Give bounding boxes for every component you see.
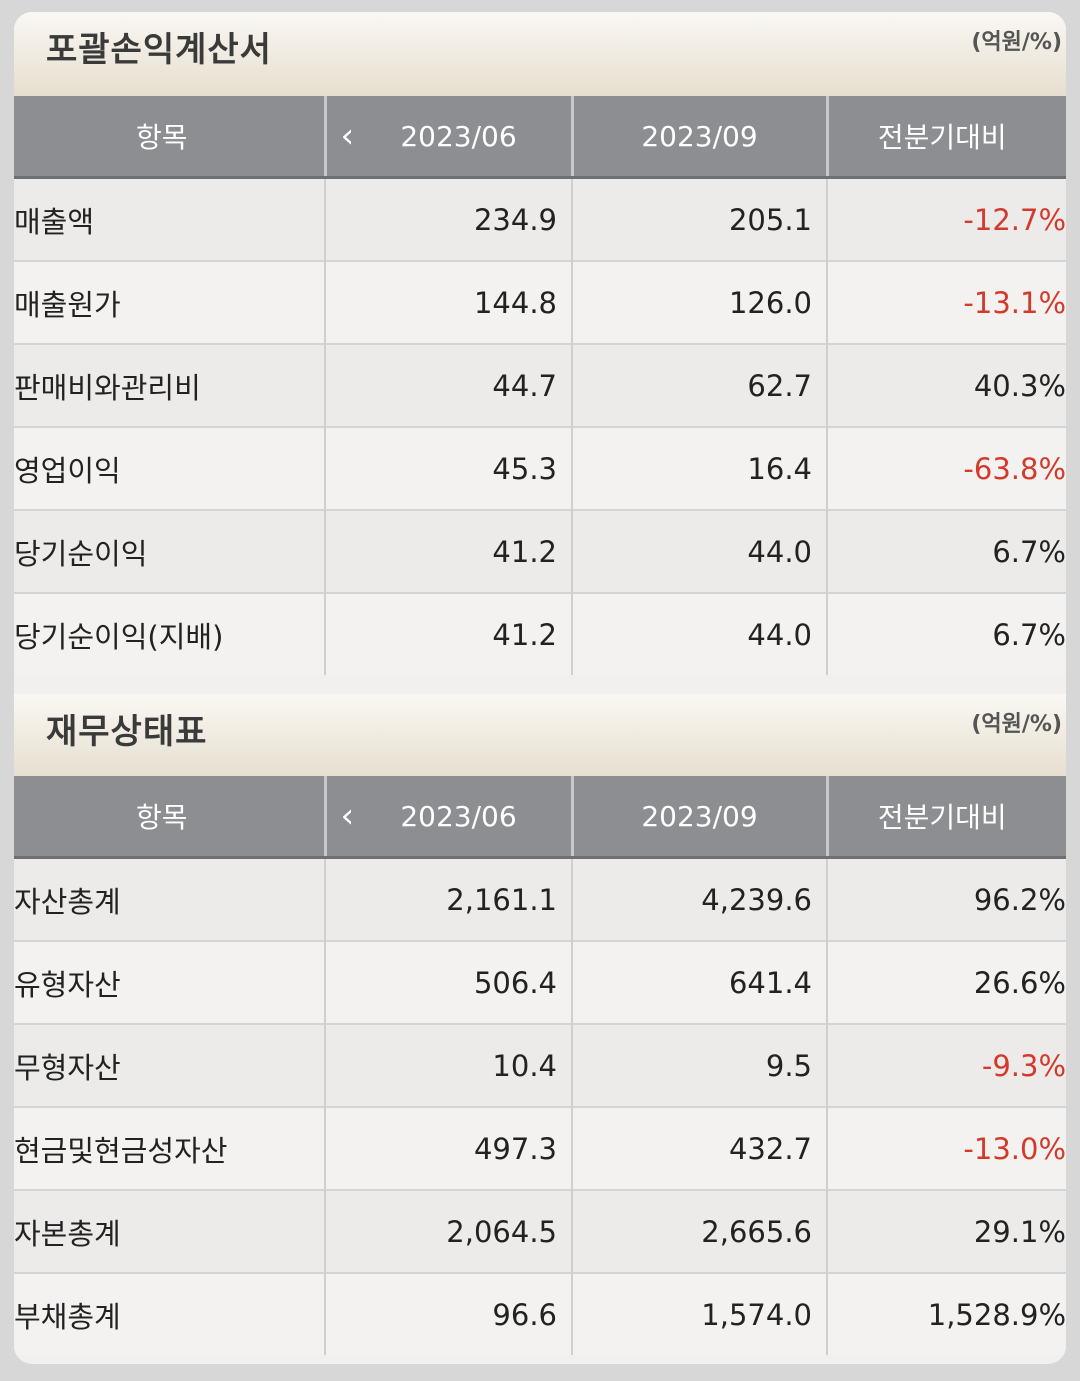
table-row: 매출원가 144.8 126.0 -13.1% — [14, 260, 1066, 344]
chevron-left-icon[interactable]: ‹ — [340, 116, 355, 156]
balance-sheet-title: 재무상태표 — [46, 712, 208, 752]
change-value: 26.6% — [826, 940, 1066, 1024]
current-period-value: 44.0 — [571, 509, 827, 593]
balance-unit-label: (억원/%) — [971, 712, 1062, 737]
prev-period-value: 41.2 — [324, 592, 572, 675]
change-value: -13.1% — [826, 260, 1066, 344]
change-value: -13.0% — [826, 1106, 1066, 1190]
change-value: -12.7% — [826, 176, 1066, 261]
table-row: 무형자산 10.4 9.5 -9.3% — [14, 1023, 1066, 1107]
income-unit-label: (억원/%) — [971, 30, 1062, 55]
table-row: 부채총계 96.6 1,574.0 1,528.9% — [14, 1272, 1066, 1355]
chevron-right-icon[interactable]: › — [1064, 119, 1066, 153]
prev-period-value: 234.9 — [324, 176, 572, 261]
income-table-header-row: 항목 ‹ 2023/06 2023/09 전분기대비 › — [14, 96, 1066, 179]
income-statement-title: 포괄손익계산서 — [46, 30, 272, 70]
row-label: 당기순이익(지배) — [14, 592, 325, 675]
balance-sheet-table: 항목 ‹ 2023/06 2023/09 전분기대비 › 자산총계2,161.1… — [14, 776, 1066, 1355]
row-label: 영업이익 — [14, 426, 325, 510]
prev-period-value: 497.3 — [324, 1106, 572, 1190]
chevron-right-icon[interactable]: › — [1064, 799, 1066, 833]
current-period-value: 2,665.6 — [571, 1189, 827, 1273]
change-value: 40.3% — [826, 343, 1066, 427]
income-statement-header: 포괄손익계산서 (억원/%) — [14, 12, 1066, 96]
change-value: 6.7% — [826, 509, 1066, 593]
table-row: 당기순이익(지배) 41.2 44.0 6.7% — [14, 592, 1066, 675]
change-value: -63.8% — [826, 426, 1066, 510]
prev-period-value: 41.2 — [324, 509, 572, 593]
column-header-item: 항목 — [14, 96, 325, 179]
balance-table-header-row: 항목 ‹ 2023/06 2023/09 전분기대비 › — [14, 776, 1066, 859]
current-period-value: 205.1 — [571, 176, 827, 261]
row-label: 부채총계 — [14, 1272, 325, 1355]
column-header-change: 전분기대비 › — [825, 776, 1066, 859]
change-value: -9.3% — [826, 1023, 1066, 1107]
prev-period-value: 2,064.5 — [324, 1189, 572, 1273]
column-header-prev-period: ‹ 2023/06 — [323, 96, 572, 179]
table-row: 현금및현금성자산 497.3 432.7 -13.0% — [14, 1106, 1066, 1190]
income-statement-table: 항목 ‹ 2023/06 2023/09 전분기대비 › 매출액234.9205… — [14, 96, 1066, 675]
row-label: 자산총계 — [14, 856, 325, 941]
current-period-value: 641.4 — [571, 940, 827, 1024]
change-value: 1,528.9% — [826, 1272, 1066, 1355]
table-row: 당기순이익 41.2 44.0 6.7% — [14, 509, 1066, 593]
row-label: 판매비와관리비 — [14, 343, 325, 427]
prev-period-value: 144.8 — [324, 260, 572, 344]
prev-period-value: 96.6 — [324, 1272, 572, 1355]
current-period-value: 4,239.6 — [571, 856, 827, 941]
row-label: 무형자산 — [14, 1023, 325, 1107]
table-row: 자본총계 2,064.5 2,665.6 29.1% — [14, 1189, 1066, 1273]
prev-period-value: 2,161.1 — [324, 856, 572, 941]
prev-period-value: 45.3 — [324, 426, 572, 510]
change-value: 96.2% — [826, 856, 1066, 941]
row-label: 자본총계 — [14, 1189, 325, 1273]
column-header-change: 전분기대비 › — [825, 96, 1066, 179]
balance-sheet-header: 재무상태표 (억원/%) — [14, 694, 1066, 778]
current-period-value: 44.0 — [571, 592, 827, 675]
current-period-value: 432.7 — [571, 1106, 827, 1190]
table-row: 유형자산 506.4 641.4 26.6% — [14, 940, 1066, 1024]
current-period-value: 62.7 — [571, 343, 827, 427]
current-period-value: 16.4 — [571, 426, 827, 510]
row-label: 당기순이익 — [14, 509, 325, 593]
current-period-value: 1,574.0 — [571, 1272, 827, 1355]
change-value: 6.7% — [826, 592, 1066, 675]
column-header-current-period: 2023/09 — [570, 96, 827, 179]
row-label: 현금및현금성자산 — [14, 1106, 325, 1190]
row-label: 유형자산 — [14, 940, 325, 1024]
table-row: 판매비와관리비 44.7 62.7 40.3% — [14, 343, 1066, 427]
table-row: 자산총계 2,161.1 4,239.6 96.2% — [14, 856, 1066, 941]
row-label: 매출원가 — [14, 260, 325, 344]
row-label: 매출액 — [14, 176, 325, 261]
current-period-value: 126.0 — [571, 260, 827, 344]
column-header-current-period: 2023/09 — [570, 776, 827, 859]
prev-period-value: 44.7 — [324, 343, 572, 427]
table-row: 영업이익 45.3 16.4 -63.8% — [14, 426, 1066, 510]
financial-summary-panel: 포괄손익계산서 (억원/%) 항목 ‹ 2023/06 2023/09 전분기대… — [14, 12, 1066, 1364]
change-value: 29.1% — [826, 1189, 1066, 1273]
column-header-prev-period: ‹ 2023/06 — [323, 776, 572, 859]
prev-period-value: 10.4 — [324, 1023, 572, 1107]
chevron-left-icon[interactable]: ‹ — [340, 796, 355, 836]
current-period-value: 9.5 — [571, 1023, 827, 1107]
table-row: 매출액 234.9 205.1 -12.7% — [14, 176, 1066, 261]
prev-period-value: 506.4 — [324, 940, 572, 1024]
column-header-item: 항목 — [14, 776, 325, 859]
